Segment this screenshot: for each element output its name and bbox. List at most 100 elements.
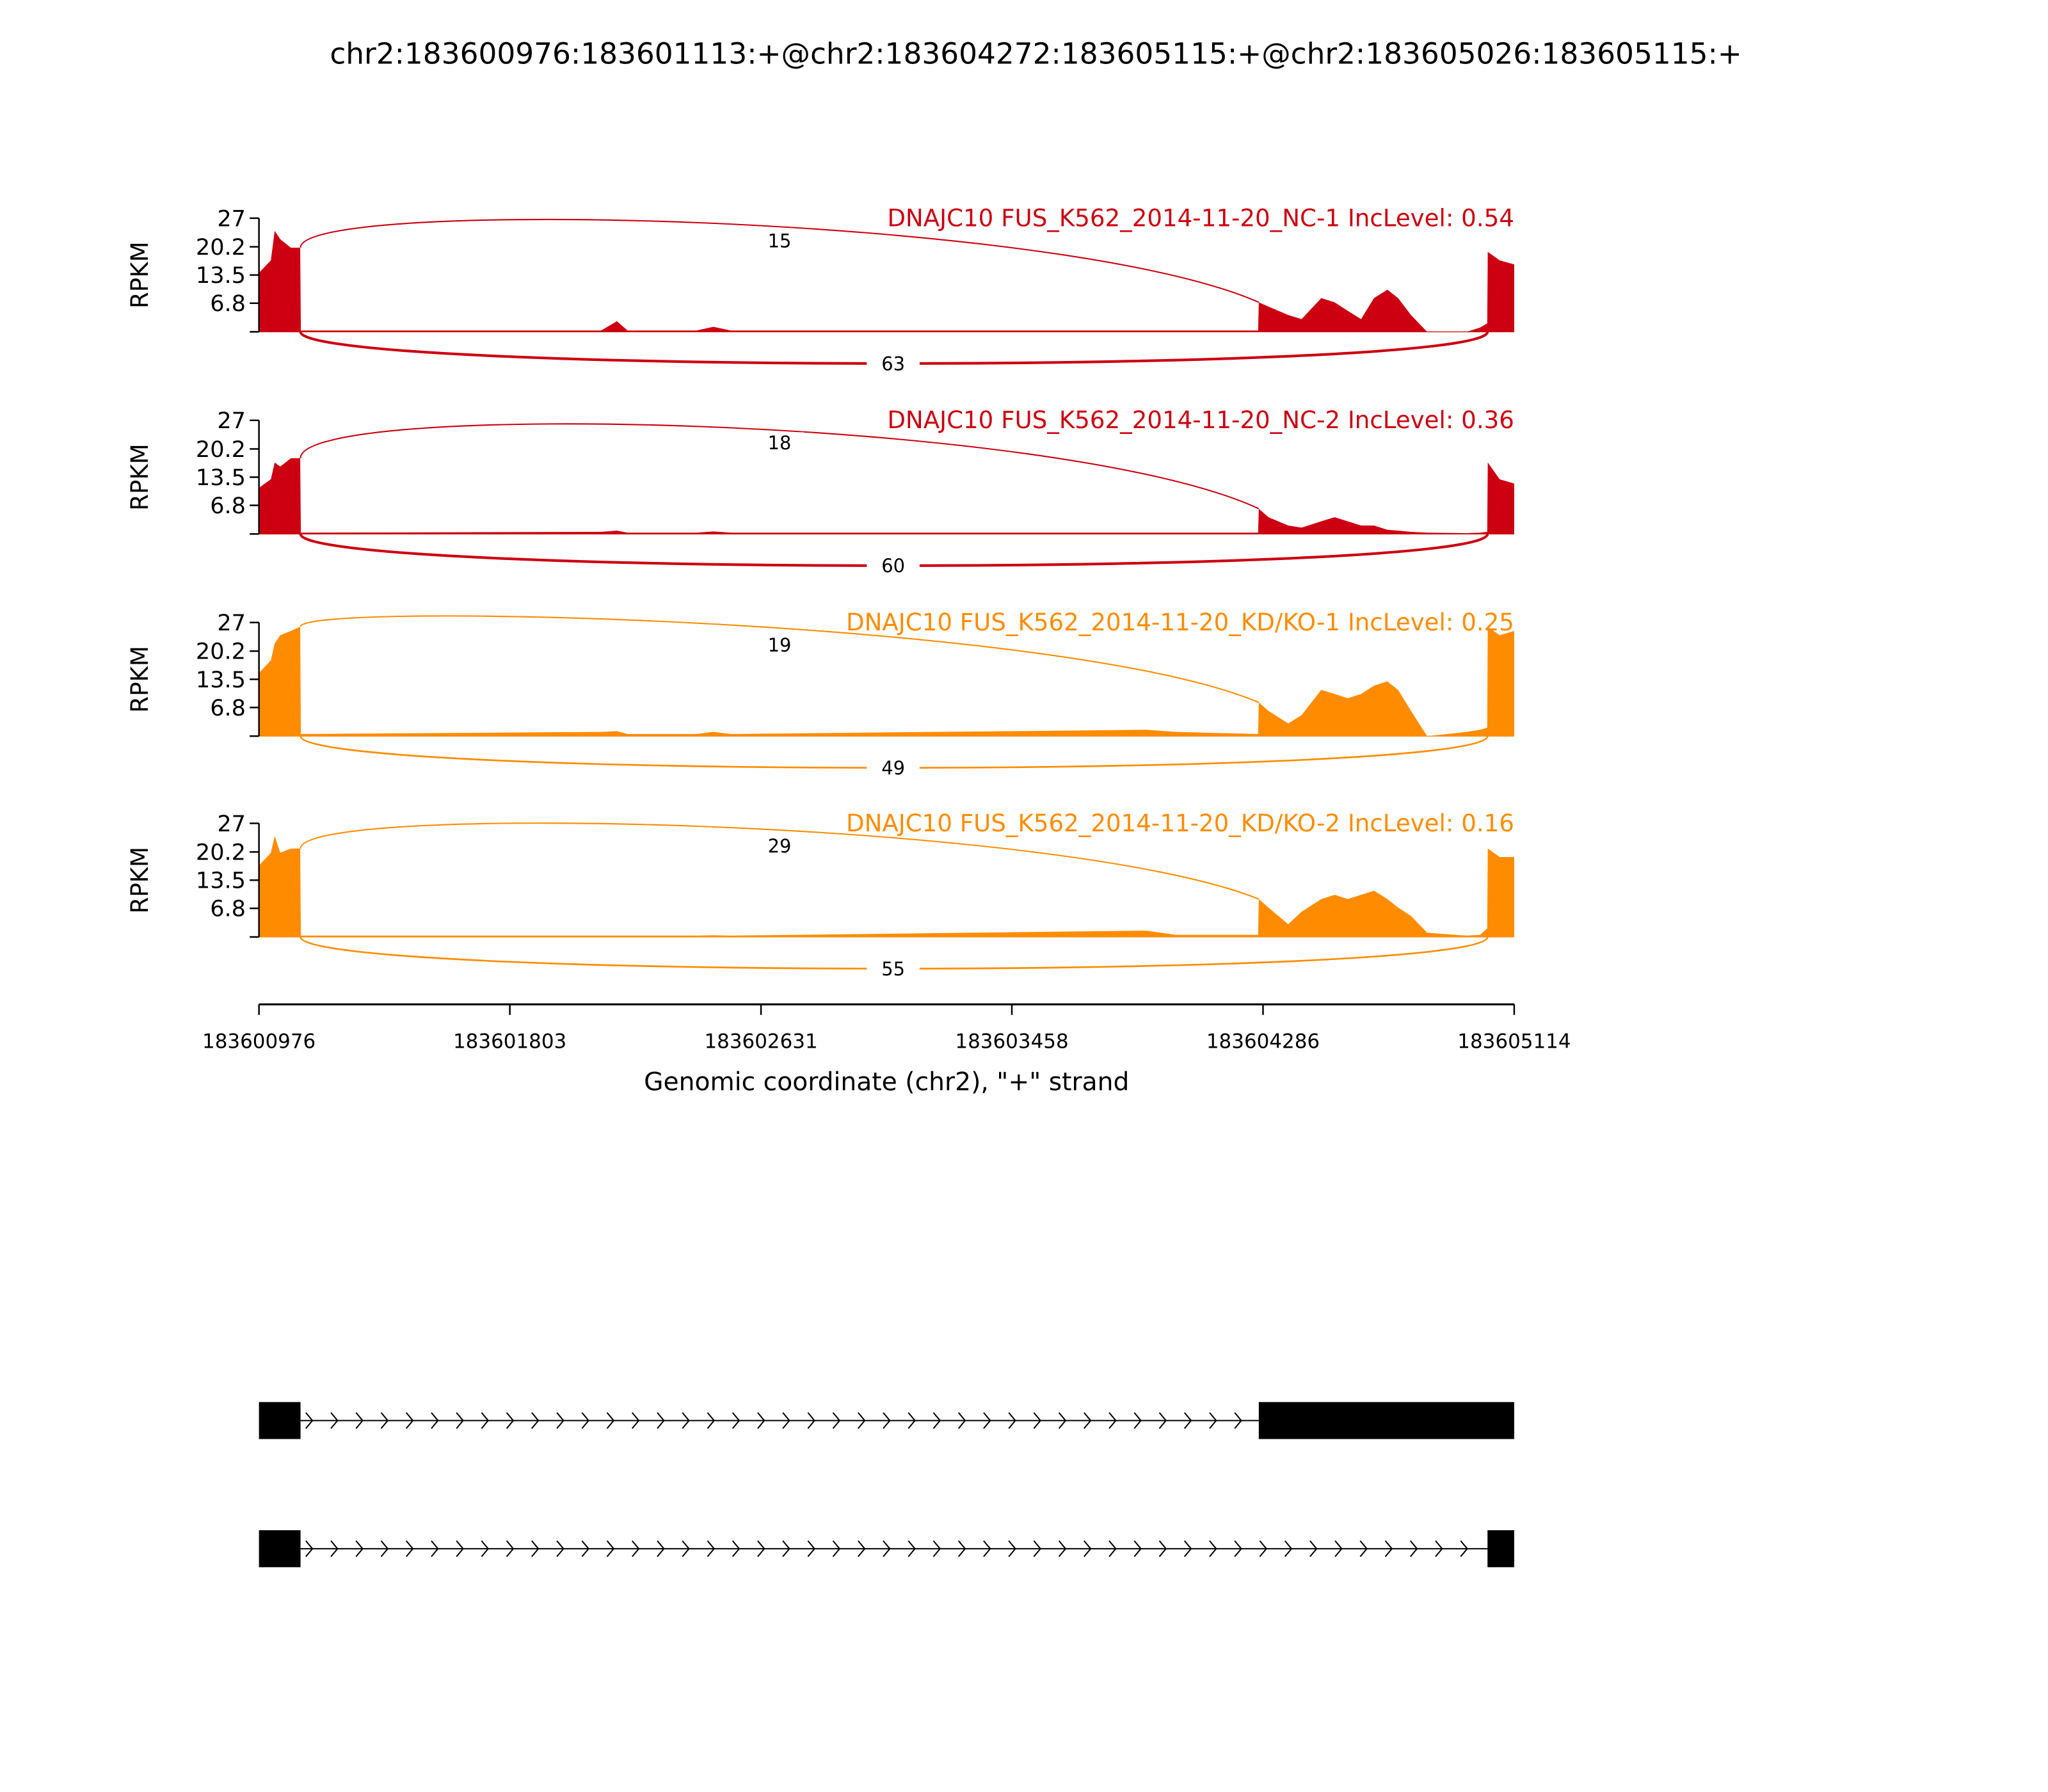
strand-chevron-icon [330, 1412, 339, 1429]
strand-chevron-icon [1209, 1540, 1217, 1557]
strand-chevron-icon [858, 1540, 866, 1557]
strand-chevron-icon [380, 1412, 389, 1429]
strand-chevron-icon [1183, 1412, 1192, 1429]
strand-chevron-icon [506, 1540, 515, 1557]
inclusion-junction-count: 15 [768, 230, 792, 252]
y-tick-label: 13.5 [196, 868, 246, 894]
strand-chevron-icon [807, 1540, 816, 1557]
strand-chevron-icon [1409, 1540, 1418, 1557]
coverage-area [259, 230, 1514, 332]
junction-label-bg [755, 432, 804, 454]
sample-label: DNAJC10 FUS_K562_2014-11-20_NC-2 IncLeve… [887, 406, 1514, 434]
junction-label-bg [867, 956, 920, 981]
strand-chevron-icon [355, 1412, 364, 1429]
strand-chevron-icon [908, 1540, 916, 1557]
strand-chevron-icon [1234, 1540, 1242, 1557]
x-tick-label: 183604286 [1206, 1030, 1320, 1053]
y-axis-label: RPKM [126, 646, 154, 713]
strand-chevron-icon [1259, 1540, 1268, 1557]
strand-chevron-icon [782, 1412, 790, 1429]
strand-chevron-icon [1108, 1412, 1117, 1429]
strand-chevron-icon [305, 1412, 314, 1429]
strand-chevron-icon [1384, 1540, 1393, 1557]
x-tick-label: 183601803 [453, 1030, 566, 1053]
inclusion-junction-arc [300, 822, 1260, 900]
chart-title: chr2:183600976:183601113:+@chr2:18360427… [330, 36, 1742, 70]
coverage-area [259, 836, 1514, 937]
strand-chevron-icon [405, 1540, 414, 1557]
strand-chevron-icon [330, 1540, 339, 1557]
strand-chevron-icon [506, 1412, 515, 1429]
strand-chevron-icon [1033, 1540, 1042, 1557]
strand-chevron-icon [983, 1540, 991, 1557]
strand-chevron-icon [883, 1540, 891, 1557]
strand-chevron-icon [1008, 1412, 1016, 1429]
y-tick-label: 6.8 [210, 493, 246, 519]
strand-chevron-icon [431, 1412, 439, 1429]
y-tick-label: 20.2 [196, 234, 246, 260]
sample-label: DNAJC10 FUS_K562_2014-11-20_NC-1 IncLeve… [887, 204, 1514, 232]
strand-chevron-icon [305, 1540, 314, 1557]
strand-chevron-icon [832, 1540, 841, 1557]
strand-chevron-icon [883, 1412, 891, 1429]
sample-panel: 6.813.520.227 RPKM DNAJC10 FUS_K562_2014-1… [126, 204, 1514, 376]
inclusion-junction-count: 18 [768, 432, 792, 454]
strand-chevron-icon [531, 1540, 540, 1557]
y-tick-label: 6.8 [210, 896, 246, 922]
strand-chevron-icon [581, 1412, 589, 1429]
strand-chevron-icon [355, 1540, 364, 1557]
strand-chevron-icon [1133, 1412, 1142, 1429]
x-tick-label: 183600976 [202, 1030, 316, 1053]
strand-chevron-icon [932, 1540, 941, 1557]
y-tick-label: 27 [217, 205, 246, 232]
junction-label-bg [867, 756, 920, 780]
strand-chevron-icon [1158, 1412, 1167, 1429]
exon-block [1258, 1402, 1514, 1439]
exon-block [1487, 1530, 1514, 1567]
strand-chevron-icon [456, 1412, 464, 1429]
junction-label-bg [755, 230, 804, 252]
strand-chevron-icon [431, 1540, 439, 1557]
inclusion-junction-count: 19 [768, 634, 792, 656]
strand-chevron-icon [807, 1412, 816, 1429]
strand-chevron-icon [581, 1540, 589, 1557]
y-tick-label: 27 [217, 610, 246, 636]
strand-chevron-icon [732, 1412, 740, 1429]
y-tick-label: 13.5 [196, 262, 246, 289]
transcript [259, 1530, 1514, 1567]
y-tick-label: 6.8 [210, 695, 246, 721]
strand-chevron-icon [1084, 1412, 1092, 1429]
strand-chevron-icon [707, 1412, 716, 1429]
y-tick-label: 13.5 [196, 465, 246, 491]
strand-chevron-icon [606, 1412, 615, 1429]
strand-chevron-icon [1209, 1412, 1217, 1429]
y-axis-label: RPKM [126, 241, 154, 308]
inclusion-junction-arc [300, 615, 1260, 703]
x-axis: 183600976 183601803 183602631 183603458 1836… [202, 1003, 1571, 1053]
strand-chevron-icon [380, 1540, 389, 1557]
strand-chevron-icon [481, 1412, 490, 1429]
strand-chevron-icon [732, 1540, 740, 1557]
sample-label: DNAJC10 FUS_K562_2014-11-20_KD/KO-1 IncL… [846, 609, 1514, 636]
exon-block [259, 1402, 301, 1439]
inclusion-junction-arc [300, 423, 1260, 509]
strand-chevron-icon [858, 1412, 866, 1429]
strand-chevron-icon [1435, 1540, 1443, 1557]
y-tick-label: 20.2 [196, 639, 246, 665]
strand-chevron-icon [757, 1540, 765, 1557]
junction-label-bg [755, 634, 804, 656]
skipping-junction-count: 60 [881, 555, 905, 577]
transcript [259, 1402, 1514, 1439]
y-axis-label: RPKM [126, 444, 154, 511]
strand-chevron-icon [908, 1412, 916, 1429]
strand-chevron-icon [1460, 1540, 1468, 1557]
y-tick-label: 20.2 [196, 436, 246, 463]
y-tick-label: 6.8 [210, 291, 246, 317]
x-tick-label: 183603458 [955, 1030, 1068, 1053]
strand-chevron-icon [932, 1412, 941, 1429]
y-tick-label: 27 [217, 811, 246, 837]
strand-chevron-icon [782, 1540, 790, 1557]
strand-chevron-icon [1359, 1540, 1368, 1557]
